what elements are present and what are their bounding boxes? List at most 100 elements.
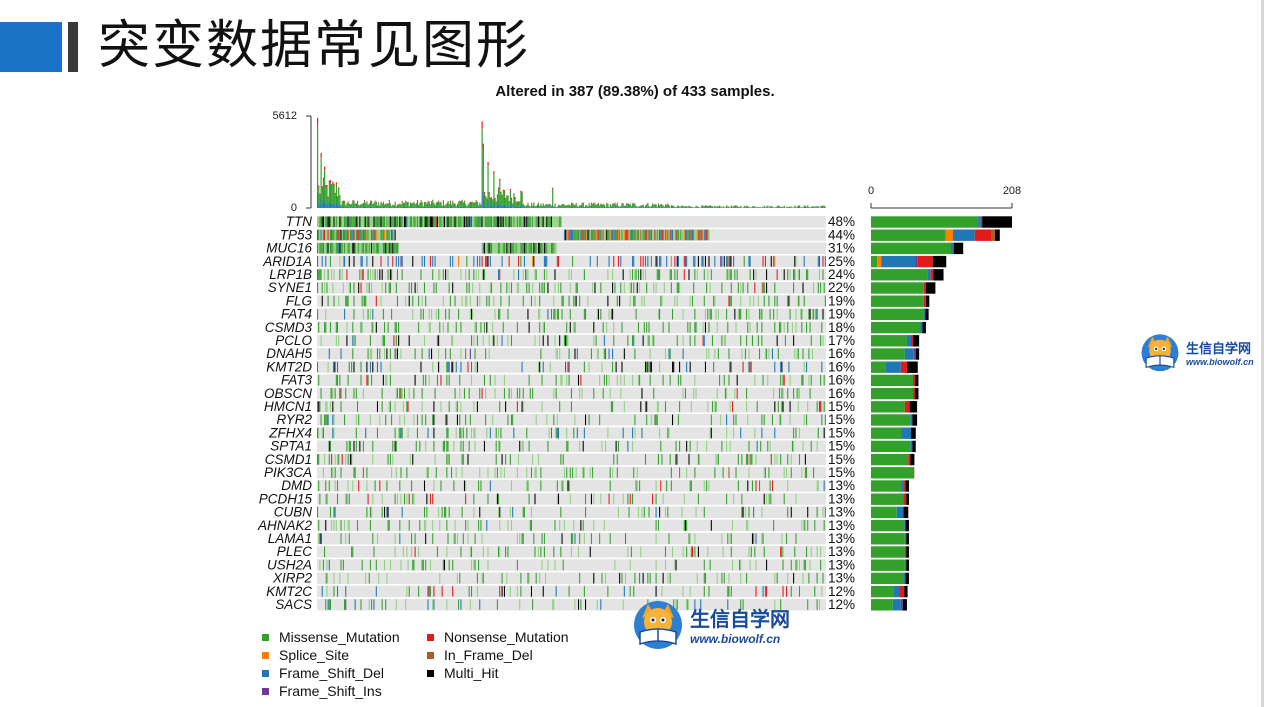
top-bar-segment	[365, 203, 367, 208]
mutation-cell	[419, 216, 421, 228]
top-bar-segment	[499, 202, 501, 208]
mutation-cell	[780, 546, 782, 558]
right-bar-segment	[871, 440, 911, 453]
mutation-cell	[731, 559, 734, 571]
mutation-cell	[687, 322, 689, 333]
mutation-cell	[612, 348, 614, 360]
percent-label: 15%	[828, 412, 855, 427]
mutation-cell	[679, 361, 681, 373]
top-bar-segment	[475, 200, 477, 201]
mutation-cell	[656, 256, 658, 267]
top-bar-segment	[351, 204, 353, 208]
top-bar-segment	[355, 203, 357, 208]
mutation-cell	[821, 414, 823, 426]
top-bar-segment	[515, 202, 517, 207]
mutation-cell	[674, 559, 676, 571]
top-bar-segment	[514, 197, 516, 206]
right-bar-segment	[911, 335, 914, 347]
mutation-cell	[400, 467, 402, 478]
top-bar-segment	[730, 205, 732, 208]
mutation-cell	[813, 467, 815, 478]
top-bar-segment	[429, 207, 432, 208]
mutation-cell	[335, 229, 337, 241]
mutation-cell	[318, 533, 320, 544]
mutation-cell	[386, 374, 388, 386]
mutation-cell	[470, 427, 473, 439]
mutation-cell	[342, 282, 344, 294]
mutation-cell	[358, 480, 360, 492]
top-bar-segment	[536, 204, 538, 208]
mutation-cell	[445, 414, 447, 426]
mutation-cell	[386, 572, 388, 584]
mutation-cell	[761, 533, 763, 544]
right-bar-segment	[909, 401, 918, 413]
mutation-cell	[338, 216, 340, 228]
right-bar-segment	[904, 348, 914, 360]
top-bar-segment	[342, 206, 345, 208]
mutation-cell	[674, 269, 676, 280]
mutation-cell	[693, 256, 695, 267]
mutation-cell	[568, 374, 570, 386]
mutation-cell	[579, 572, 581, 584]
mutation-cell	[332, 467, 334, 478]
mutation-cell	[574, 295, 576, 307]
mutation-cell	[637, 506, 639, 518]
mutation-cell	[561, 308, 563, 320]
mutation-cell	[596, 599, 598, 610]
top-bar-segment	[411, 207, 413, 208]
top-bar-segment	[318, 187, 320, 204]
mutation-cell	[798, 427, 801, 439]
mutation-cell	[495, 427, 497, 439]
mutation-cell	[366, 242, 368, 254]
legend-item: Missense_Mutation	[262, 629, 400, 645]
mutation-cell	[358, 229, 360, 241]
mutation-cell	[465, 216, 467, 228]
top-bar-segment	[394, 202, 396, 207]
mutation-cell	[659, 427, 661, 439]
mutation-cell	[438, 216, 440, 228]
top-bar-segment	[676, 206, 678, 208]
mutation-cell	[346, 322, 348, 333]
mutation-cell	[726, 388, 728, 399]
mutation-cell	[518, 216, 520, 228]
top-bar-segment	[476, 206, 479, 208]
mutation-cell	[726, 269, 728, 280]
mutation-cell	[399, 414, 401, 426]
top-bar-segment	[423, 206, 426, 208]
top-bar-segment	[461, 199, 463, 201]
mutation-cell	[534, 546, 536, 558]
top-bar-segment	[566, 207, 568, 208]
top-bar-segment	[682, 206, 684, 208]
mutation-cell	[554, 559, 556, 571]
mutation-cell	[566, 322, 568, 333]
mutation-cell	[574, 348, 576, 360]
top-bar-segment	[529, 206, 531, 208]
top-bar-segment	[332, 181, 334, 184]
top-bar-segment	[580, 207, 582, 208]
mutation-cell	[774, 427, 776, 439]
right-bar-segment	[893, 585, 900, 598]
top-bar-segment	[824, 206, 826, 208]
mutation-cell	[601, 440, 603, 452]
legend-item: Splice_Site	[262, 647, 349, 663]
mutation-cell	[389, 559, 391, 571]
mutation-cell	[567, 361, 569, 373]
mutation-cell	[794, 269, 796, 280]
gene-label: KMT2D	[266, 359, 312, 374]
mutation-cell	[579, 229, 581, 241]
mutation-cell	[366, 282, 368, 294]
mutation-cell	[629, 586, 631, 597]
top-bar-segment	[428, 201, 430, 203]
mutation-cell	[465, 348, 467, 360]
mutation-cell	[641, 427, 643, 439]
mutation-cell	[519, 533, 521, 544]
top-bar-segment	[432, 206, 434, 208]
top-bar-segment	[380, 201, 382, 203]
mutation-cell	[359, 242, 361, 254]
mutation-cell	[398, 335, 400, 346]
mutation-cell	[706, 282, 708, 294]
mutation-cell	[672, 414, 674, 426]
top-bar-segment	[324, 169, 326, 201]
top-bar-segment	[565, 205, 567, 208]
mutation-cell	[402, 546, 404, 558]
